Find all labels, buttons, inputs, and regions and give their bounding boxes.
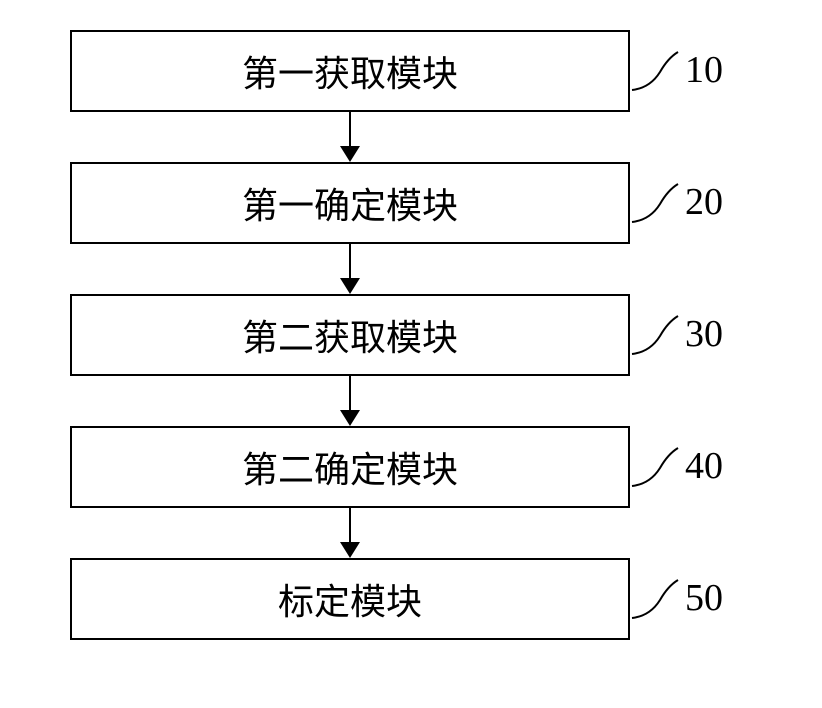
label-container: 20 — [630, 162, 752, 244]
module-text: 标定模块 — [278, 573, 422, 625]
module-text: 第二确定模块 — [242, 441, 458, 493]
flowchart-row: 第一确定模块 20 — [70, 162, 752, 244]
module-box-5: 标定模块 — [70, 558, 630, 640]
arrow-line — [349, 376, 351, 412]
connector-curve-icon — [630, 182, 680, 224]
module-label: 20 — [685, 180, 723, 224]
module-text: 第一获取模块 — [242, 45, 458, 97]
arrow-head-icon — [340, 146, 360, 162]
connector-curve-icon — [630, 314, 680, 356]
arrow-line — [349, 244, 351, 280]
module-label: 10 — [685, 48, 723, 92]
arrow-down — [70, 112, 630, 162]
label-container: 30 — [630, 294, 752, 376]
connector-curve-icon — [630, 578, 680, 620]
module-box-4: 第二确定模块 — [70, 426, 630, 508]
module-text: 第二获取模块 — [242, 309, 458, 361]
flowchart-row: 标定模块 50 — [70, 558, 752, 640]
arrow-head-icon — [340, 278, 360, 294]
module-label: 30 — [685, 312, 723, 356]
module-box-1: 第一获取模块 — [70, 30, 630, 112]
flowchart-container: 第一获取模块 10 第一确定模块 20 第二获取模块 — [70, 30, 752, 640]
flowchart-row: 第二确定模块 40 — [70, 426, 752, 508]
module-text: 第一确定模块 — [242, 177, 458, 229]
arrow-head-icon — [340, 542, 360, 558]
arrow-down — [70, 244, 630, 294]
flowchart-row: 第一获取模块 10 — [70, 30, 752, 112]
module-label: 40 — [685, 444, 723, 488]
arrow-down — [70, 376, 630, 426]
arrow-line — [349, 112, 351, 148]
connector-curve-icon — [630, 446, 680, 488]
module-label: 50 — [685, 576, 723, 620]
module-box-2: 第一确定模块 — [70, 162, 630, 244]
label-container: 40 — [630, 426, 752, 508]
arrow-down — [70, 508, 630, 558]
arrow-head-icon — [340, 410, 360, 426]
label-container: 10 — [630, 30, 752, 112]
label-container: 50 — [630, 558, 752, 640]
connector-curve-icon — [630, 50, 680, 92]
arrow-line — [349, 508, 351, 544]
flowchart-row: 第二获取模块 30 — [70, 294, 752, 376]
module-box-3: 第二获取模块 — [70, 294, 630, 376]
